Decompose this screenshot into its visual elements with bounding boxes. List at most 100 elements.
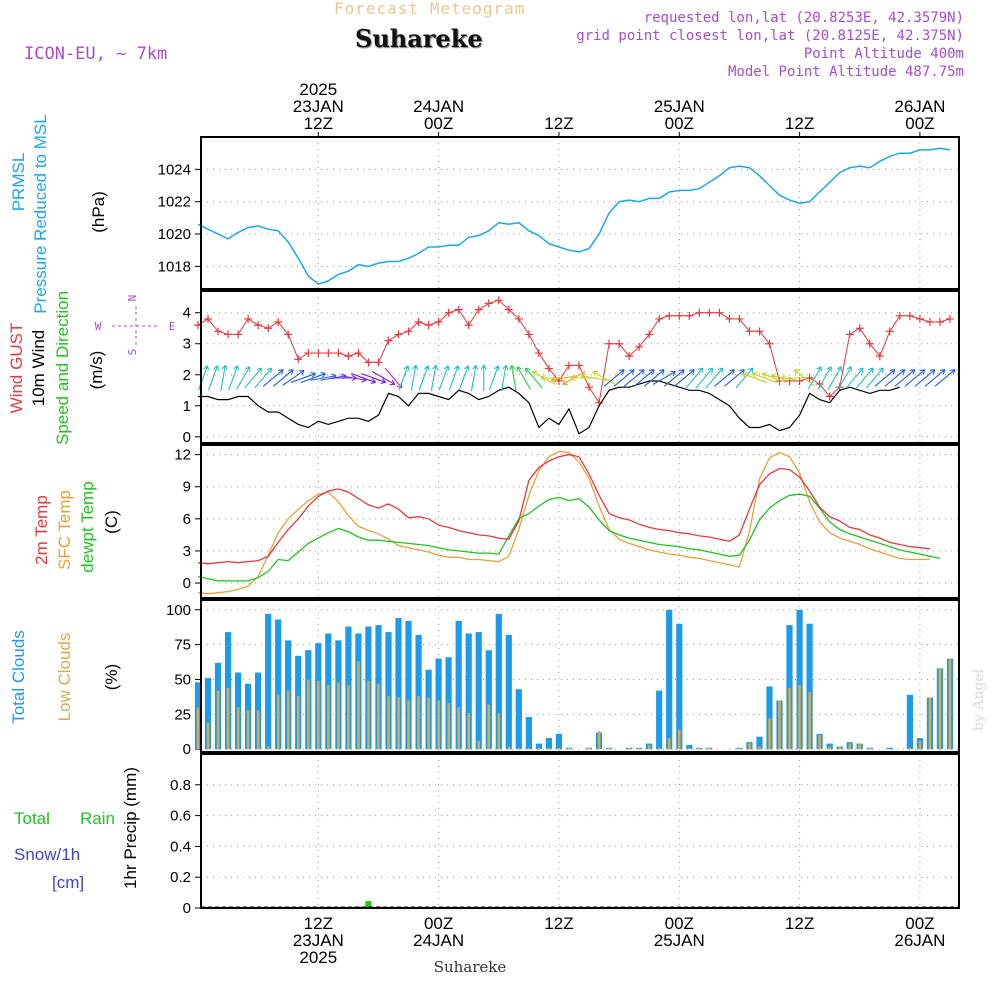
gust-marker	[915, 314, 924, 323]
y-tick-label: 0.6	[170, 808, 191, 825]
wind-arrow	[866, 367, 884, 389]
wind-arrow	[198, 365, 208, 391]
wind-arrow	[827, 366, 842, 390]
wind-arrowhead	[580, 373, 587, 380]
total-cloud-bar	[666, 609, 673, 750]
gust-marker	[534, 349, 543, 358]
wind-arrow	[438, 365, 449, 391]
wind-arrow	[418, 365, 429, 391]
total-cloud-bar	[515, 689, 522, 750]
label-prmsl: PRMSL	[9, 153, 28, 212]
wind-arrowhead	[266, 367, 273, 374]
wind-arrowhead	[781, 374, 787, 382]
gust-marker	[695, 308, 704, 317]
wind-arrow	[914, 369, 936, 387]
gust-marker	[484, 299, 493, 308]
y-tick-label: 0	[183, 741, 191, 758]
gust-marker	[254, 321, 263, 330]
wind-arrowhead	[389, 379, 396, 386]
gust-marker	[665, 311, 674, 320]
sfc-temp-line	[197, 450, 930, 595]
low-cloud-bar	[487, 704, 490, 750]
wind-arrowhead	[524, 367, 531, 374]
wind-arrowhead	[213, 365, 219, 371]
wind-arrow	[300, 373, 326, 383]
low-cloud-bar	[928, 697, 932, 750]
wind-arrow	[398, 365, 409, 391]
low-cloud-bar	[678, 729, 681, 750]
low-cloud-bar	[748, 743, 751, 750]
gust-marker	[865, 339, 874, 348]
wind-arrow	[430, 365, 437, 391]
gust-marker	[234, 330, 243, 339]
label-1hr-precip: 1hr Precip (mm)	[121, 767, 140, 889]
low-cloud-bar	[918, 740, 922, 750]
low-cloud-bar	[938, 668, 942, 750]
wind-arrowhead	[540, 374, 546, 382]
label-dewpt-temp: dewpt Temp	[78, 481, 97, 572]
wind-arrow	[500, 365, 507, 391]
low-cloud-bar	[798, 685, 801, 750]
gust-marker	[615, 339, 624, 348]
label-sfc-temp: SFC Temp	[55, 490, 74, 570]
total-cloud-bar	[686, 745, 693, 750]
wind-arrow	[924, 369, 946, 387]
total-cloud-bar	[415, 634, 422, 750]
bottom-time-label: 12Z	[304, 914, 333, 933]
total-cloud-bar	[265, 613, 272, 750]
top-time-label: 2025	[299, 80, 337, 99]
wind-arrow	[735, 367, 754, 389]
label-percent: (%)	[102, 664, 121, 690]
wind-arrowhead	[310, 372, 316, 378]
gust-marker	[725, 314, 734, 323]
low-cloud-bar	[407, 700, 410, 750]
wind-arrowhead	[659, 369, 665, 375]
wind-arrow	[581, 375, 607, 381]
total-cloud-bar	[766, 686, 773, 750]
wind-arrowhead	[532, 370, 538, 377]
wind-arrow	[652, 371, 676, 385]
credit-watermark: by Angel	[971, 668, 987, 731]
grid-point-coords: grid point closest lon,lat (20.8125E, 42…	[576, 28, 964, 44]
low-cloud-bar	[427, 697, 430, 750]
wind-arrowhead	[221, 364, 228, 371]
low-cloud-bar	[517, 747, 521, 750]
dewpt-line	[197, 493, 941, 582]
low-cloud-bar	[226, 687, 230, 750]
wind-arrowhead	[707, 367, 714, 374]
gust-marker	[564, 361, 573, 370]
low-cloud-bar	[708, 747, 711, 750]
low-cloud-bar	[367, 680, 370, 750]
gust-marker	[895, 311, 904, 320]
wind-arrowhead	[443, 365, 450, 371]
low-cloud-bar	[818, 735, 821, 750]
wind-arrow	[310, 375, 337, 381]
wind-arrow	[244, 367, 262, 389]
y-tick-label: 3	[183, 543, 191, 560]
label-2m-temp: 2m Temp	[32, 495, 51, 565]
wind-arrow	[220, 365, 226, 391]
total-cloud-bar	[806, 623, 813, 750]
wind-arrow	[663, 369, 685, 387]
low-cloud-bar	[337, 682, 340, 750]
bottom-time-label: 12Z	[544, 914, 573, 933]
low-cloud-bar	[698, 747, 701, 750]
y-tick-label: 50	[174, 671, 191, 688]
y-tick-label: 1018	[158, 258, 191, 275]
total-cloud-bar	[385, 632, 392, 750]
wind-arrow	[448, 365, 459, 391]
wind-arrowhead	[826, 366, 832, 372]
total-cloud-bar	[545, 738, 552, 750]
wind-arrowhead	[761, 372, 768, 378]
low-cloud-bar	[307, 679, 310, 750]
low-cloud-bar	[357, 661, 360, 750]
y-tick-label: 1024	[158, 161, 191, 178]
total-cloud-bar	[275, 619, 282, 750]
gust-marker	[574, 361, 583, 370]
wind-arrowhead	[939, 369, 946, 375]
wind-arrowhead	[320, 372, 326, 378]
y-tick-label: 1022	[158, 194, 191, 211]
wind-arrowhead	[717, 367, 724, 374]
gust-marker	[364, 358, 373, 367]
wind-arrowhead	[453, 365, 460, 371]
